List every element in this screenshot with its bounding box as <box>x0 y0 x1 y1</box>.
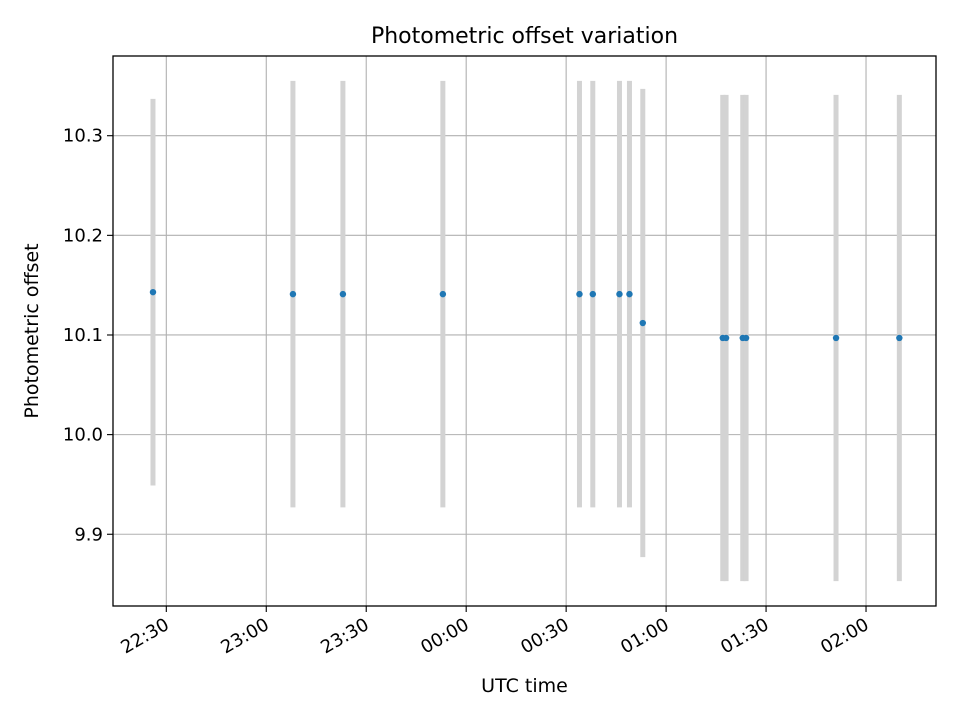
data-point <box>616 290 623 298</box>
data-point <box>639 319 646 327</box>
y-axis-ticks: 9.9 10.0 10.1 10.2 10.3 <box>63 126 113 545</box>
data-point <box>339 290 347 298</box>
data-point <box>742 334 750 342</box>
y-tick-label: 10.2 <box>63 225 103 246</box>
data-point <box>576 290 583 298</box>
data-point <box>289 290 297 298</box>
chart-title: Photometric offset variation <box>371 24 678 49</box>
y-tick-label: 10.3 <box>63 126 103 147</box>
y-tick-label: 10.0 <box>63 425 103 446</box>
data-points <box>149 288 903 342</box>
data-point <box>626 290 633 298</box>
y-tick-label: 9.9 <box>74 524 103 545</box>
x-axis-title: UTC time <box>481 675 568 697</box>
y-tick-label: 10.1 <box>63 325 103 346</box>
data-point <box>722 334 730 342</box>
data-point <box>896 334 903 342</box>
grid <box>113 56 936 606</box>
y-axis-title: Photometric offset <box>21 243 43 418</box>
data-point <box>589 290 597 298</box>
plot-frame <box>112 55 937 607</box>
data-point <box>149 288 157 296</box>
data-point <box>439 290 447 298</box>
data-point <box>832 334 840 342</box>
